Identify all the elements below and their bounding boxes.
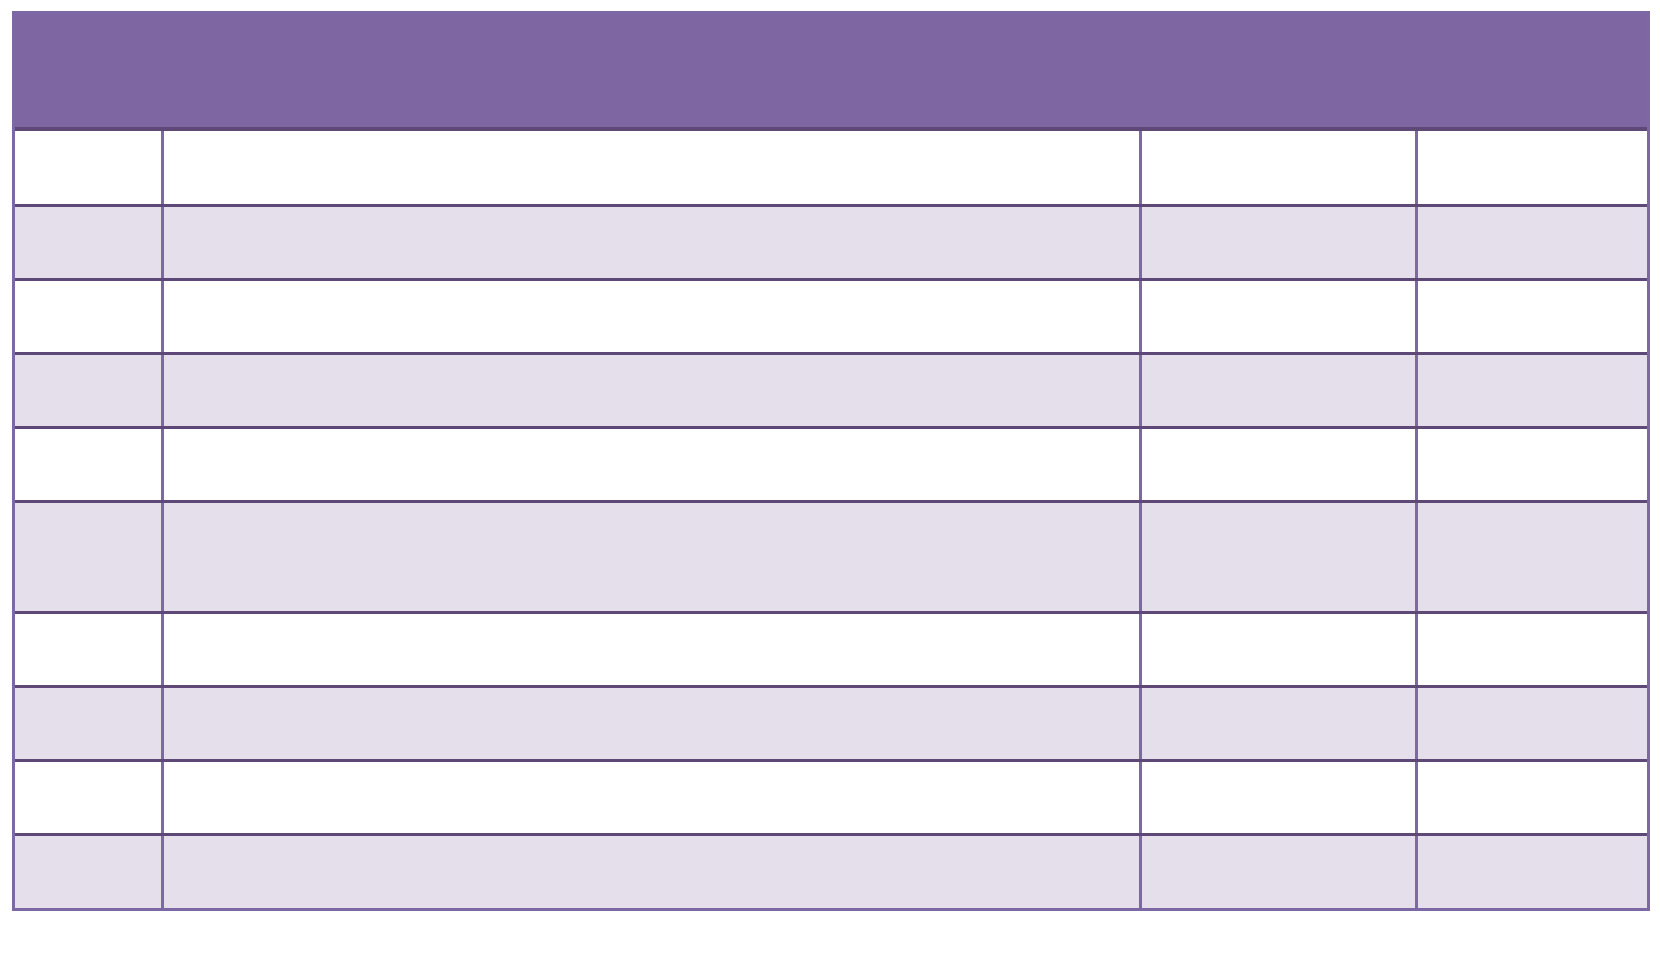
table-row: [15, 427, 1647, 503]
table-row: [15, 353, 1647, 429]
table-cell[interactable]: [15, 686, 165, 762]
table-cell[interactable]: [162, 353, 1142, 429]
table-row: [15, 279, 1647, 355]
table-cell[interactable]: [1140, 279, 1418, 355]
table-cell[interactable]: [162, 131, 1142, 207]
table-row: [15, 834, 1647, 908]
table-cell[interactable]: [1416, 686, 1647, 762]
table-cell[interactable]: [15, 427, 165, 503]
table-cell[interactable]: [15, 834, 165, 908]
table-cell[interactable]: [162, 686, 1142, 762]
table-cell[interactable]: [1416, 760, 1647, 836]
table-cell[interactable]: [1416, 205, 1647, 281]
table-cell[interactable]: [15, 353, 165, 429]
table-cell[interactable]: [15, 279, 165, 355]
table-cell[interactable]: [162, 501, 1142, 614]
table-cell[interactable]: [15, 205, 165, 281]
table-cell[interactable]: [162, 205, 1142, 281]
table-cell[interactable]: [1140, 834, 1418, 908]
table-cell[interactable]: [1416, 834, 1647, 908]
table-cell[interactable]: [162, 427, 1142, 503]
table-cell[interactable]: [1140, 353, 1418, 429]
table-row: [15, 501, 1647, 614]
table-cell[interactable]: [1416, 353, 1647, 429]
table: [12, 11, 1650, 911]
table-body: [15, 131, 1647, 908]
table-row: [15, 205, 1647, 281]
table-cell[interactable]: [15, 131, 165, 207]
table-header-band[interactable]: [15, 14, 1647, 131]
table-cell[interactable]: [1140, 612, 1418, 688]
table-cell[interactable]: [1416, 501, 1647, 614]
table-cell[interactable]: [162, 760, 1142, 836]
table-cell[interactable]: [1140, 686, 1418, 762]
table-row: [15, 131, 1647, 207]
table-cell[interactable]: [162, 834, 1142, 908]
table-cell[interactable]: [162, 279, 1142, 355]
table-row: [15, 760, 1647, 836]
table-cell[interactable]: [162, 612, 1142, 688]
table-cell[interactable]: [1416, 612, 1647, 688]
table-cell[interactable]: [1416, 427, 1647, 503]
table-cell[interactable]: [15, 612, 165, 688]
table-cell[interactable]: [1416, 279, 1647, 355]
table-row: [15, 686, 1647, 762]
table-grid: [15, 131, 1647, 908]
table-cell[interactable]: [1416, 131, 1647, 207]
table-cell[interactable]: [1140, 760, 1418, 836]
table-cell[interactable]: [1140, 131, 1418, 207]
table-row: [15, 612, 1647, 688]
table-cell[interactable]: [15, 760, 165, 836]
table-cell[interactable]: [1140, 205, 1418, 281]
table-cell[interactable]: [15, 501, 165, 614]
table-cell[interactable]: [1140, 501, 1418, 614]
table-cell[interactable]: [1140, 427, 1418, 503]
